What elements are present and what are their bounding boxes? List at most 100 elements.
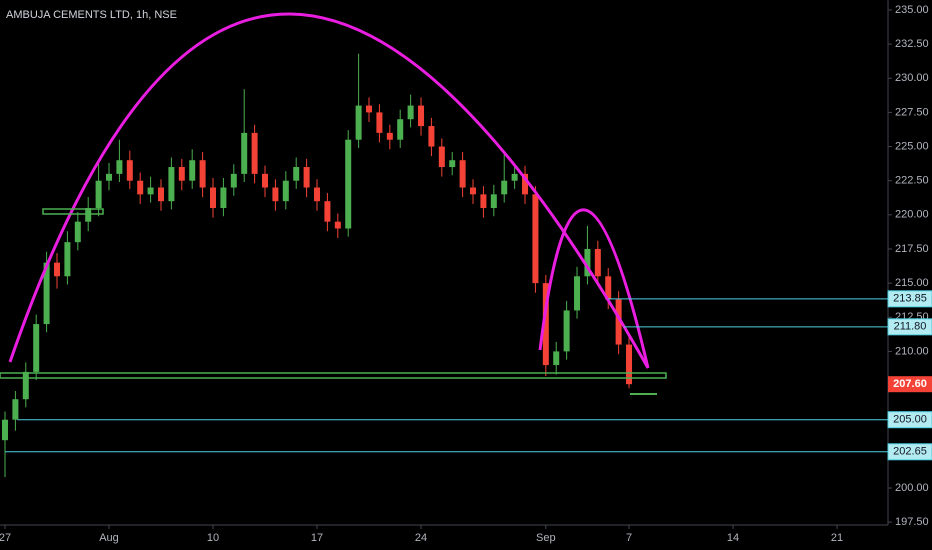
y-tick-label: 230.00 — [895, 72, 929, 84]
candle-body — [553, 351, 560, 366]
last-price-box — [888, 376, 932, 393]
candle-body — [626, 344, 633, 385]
handle-arc — [538, 208, 650, 369]
candle-body — [241, 132, 248, 174]
candle-body — [251, 132, 258, 174]
y-tick-label: 200.00 — [895, 482, 929, 494]
candle-body — [168, 167, 175, 202]
candle-body — [324, 201, 331, 222]
y-tick-label: 235.00 — [895, 4, 929, 16]
candle-body — [12, 399, 19, 420]
candle-body — [126, 160, 133, 181]
x-tick-label: 21 — [831, 532, 843, 544]
candle-body — [407, 105, 414, 120]
y-tick-label: 217.50 — [895, 243, 929, 255]
candles — [1, 53, 633, 478]
x-tick-label: Aug — [99, 532, 119, 544]
candle-body — [386, 132, 393, 140]
x-tick-label: 27 — [0, 532, 11, 544]
x-tick-label: 14 — [727, 532, 739, 544]
level-label-box — [887, 290, 932, 308]
y-tick-label: 227.50 — [895, 106, 929, 118]
candle-body — [220, 187, 227, 209]
y-tick-label: 222.50 — [895, 175, 929, 187]
x-tick-label: 24 — [415, 532, 427, 544]
candle-body — [490, 194, 497, 209]
level-label-box — [887, 443, 932, 461]
y-tick-label: 225.00 — [895, 140, 929, 152]
x-tick-label: 10 — [207, 532, 219, 544]
candle-body — [376, 112, 383, 133]
candle-body — [501, 180, 508, 195]
candle-body — [532, 194, 539, 284]
candle-body — [85, 208, 92, 222]
small-band — [42, 208, 104, 215]
candle-body — [282, 180, 289, 202]
candle-body — [22, 371, 29, 400]
candle-body — [345, 139, 352, 229]
y-tick-label: 210.00 — [895, 345, 929, 357]
y-tick-label: 232.50 — [895, 38, 929, 50]
x-tick-label: 17 — [311, 532, 323, 544]
candle-body — [64, 242, 71, 277]
candle-body — [334, 221, 341, 229]
level-label: 211.80 — [894, 321, 927, 333]
level-label: 205.00 — [893, 414, 927, 426]
level-label: 213.85 — [893, 293, 927, 305]
candle-body — [53, 262, 60, 277]
candle-body — [522, 173, 529, 195]
chart-title: AMBUJA CEMENTS LTD, 1h, NSE — [6, 9, 177, 21]
candle-body — [210, 187, 217, 209]
candle-body — [511, 173, 518, 181]
candle-body — [116, 160, 123, 174]
y-tick-label: 197.50 — [895, 516, 929, 528]
candle-body — [230, 173, 237, 188]
candle-body — [449, 160, 456, 168]
candle-body — [355, 105, 362, 140]
candle-body — [366, 105, 373, 113]
candle-body — [438, 146, 445, 168]
x-tick-label: Sep — [536, 532, 556, 544]
candle-body — [584, 248, 591, 277]
candle-body — [33, 324, 40, 372]
candle-body — [137, 180, 144, 195]
candle-body — [397, 119, 404, 140]
candle-body — [470, 187, 477, 195]
candle-body — [272, 187, 279, 202]
level-label-box — [887, 318, 932, 336]
candle-body — [95, 180, 102, 209]
drawings — [0, 12, 667, 395]
candle-body — [262, 173, 269, 188]
candle-body — [605, 276, 612, 300]
support-band — [0, 372, 667, 379]
candle-body — [563, 310, 570, 352]
candle-body — [1, 419, 8, 441]
candle-body — [303, 167, 310, 188]
candle-body — [428, 126, 435, 147]
last-price-label: 207.60 — [893, 378, 927, 390]
candle-body — [594, 248, 601, 277]
candle-body — [615, 299, 622, 345]
x-tick-label: 7 — [626, 532, 632, 544]
candle-body — [542, 283, 549, 366]
candle-body — [43, 262, 50, 325]
level-label-box — [887, 411, 932, 429]
cup-arc — [8, 12, 650, 369]
candle-body — [418, 105, 425, 127]
y-tick-label: 220.00 — [895, 209, 929, 221]
candle-body — [480, 194, 487, 209]
candle-body — [459, 160, 466, 188]
candle-body — [314, 187, 321, 202]
y-tick-label: 215.00 — [895, 277, 929, 289]
candle-body — [105, 173, 112, 181]
candle-body — [178, 167, 185, 181]
candle-body — [74, 221, 81, 243]
candle-body — [158, 187, 165, 202]
candle-body — [189, 160, 196, 181]
level-label: 202.65 — [893, 446, 927, 458]
candle-body — [199, 160, 206, 188]
candle-body — [147, 187, 154, 195]
